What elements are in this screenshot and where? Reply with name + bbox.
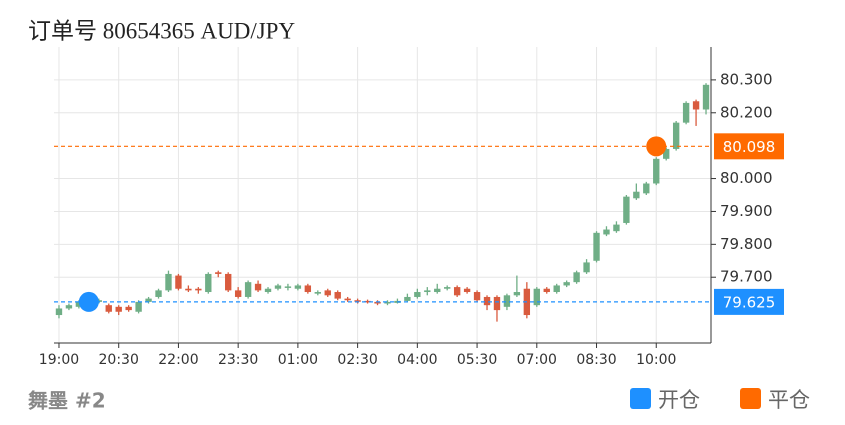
footer: 舞墨 #2 xyxy=(28,389,106,413)
trade-marker xyxy=(646,136,667,157)
candle-body xyxy=(692,101,700,110)
candle-body xyxy=(613,224,620,232)
legend-label: 平仓 xyxy=(768,388,810,412)
trade-marker xyxy=(78,291,99,312)
legend-swatch xyxy=(630,388,651,409)
y-tick-label: 79.900 xyxy=(720,202,773,220)
candle-body xyxy=(553,285,560,293)
candle-body xyxy=(623,196,630,223)
y-tick-label: 80.200 xyxy=(720,103,773,121)
candle-body xyxy=(185,288,192,291)
candle-body xyxy=(175,275,182,289)
candle-body xyxy=(264,288,272,293)
candle-body xyxy=(274,285,282,289)
candle-body xyxy=(424,290,431,293)
candle-body xyxy=(473,292,481,301)
candle-body xyxy=(663,148,670,159)
candle-body xyxy=(234,290,242,297)
candle-body xyxy=(155,290,162,297)
y-tick-label: 80.000 xyxy=(720,169,773,187)
candle-body xyxy=(75,301,83,307)
candle-body xyxy=(304,285,312,293)
candle-body xyxy=(453,287,461,296)
legend-label: 开仓 xyxy=(658,388,700,412)
candle-body xyxy=(115,306,122,312)
candle-body xyxy=(384,301,391,304)
candle-body xyxy=(672,122,680,149)
candle-body xyxy=(563,282,570,286)
y-tick-label: 80.300 xyxy=(720,70,773,88)
candle-body xyxy=(135,301,142,312)
y-tick-label: 79.800 xyxy=(720,235,773,253)
candle-body xyxy=(284,286,292,288)
price-label-box xyxy=(714,288,784,315)
candle-body xyxy=(225,273,232,291)
x-tick-label: 05:30 xyxy=(457,352,497,368)
candle-body xyxy=(463,288,471,293)
x-tick-label: 02:30 xyxy=(337,352,377,368)
candle-body xyxy=(374,301,381,304)
candle-body xyxy=(254,283,262,291)
candle-body xyxy=(434,288,441,293)
candle-body xyxy=(573,272,580,283)
candle-body xyxy=(603,229,610,235)
candle-body xyxy=(653,158,660,184)
candle-body xyxy=(493,296,501,311)
x-tick-label: 19:00 xyxy=(39,352,79,368)
candle-body xyxy=(354,300,361,302)
candle-body xyxy=(364,300,371,303)
candle-body xyxy=(55,308,63,316)
candle-body xyxy=(105,305,112,312)
candle-body xyxy=(314,292,321,294)
candle-body xyxy=(324,290,331,296)
x-tick-label: 10:00 xyxy=(636,352,676,368)
candle-body xyxy=(404,296,411,301)
candle-body xyxy=(503,295,511,307)
candle-body xyxy=(344,298,351,301)
candle-body xyxy=(643,183,650,194)
price-label-box xyxy=(714,133,784,160)
price-label: 80.098 xyxy=(723,138,776,156)
x-tick-label: 04:00 xyxy=(397,352,437,368)
x-tick-label: 22:00 xyxy=(158,352,198,368)
candle-body xyxy=(533,288,540,306)
candle-body xyxy=(682,102,690,123)
candle-body xyxy=(543,288,550,293)
candle-body xyxy=(593,232,600,261)
candle-body xyxy=(414,292,421,297)
candle-body xyxy=(294,285,302,289)
x-tick-label: 23:30 xyxy=(218,352,258,368)
x-tick-label: 01:00 xyxy=(278,352,318,368)
candle-body xyxy=(205,273,212,293)
candle-body xyxy=(65,305,73,309)
candle-body xyxy=(244,282,252,297)
candle-body xyxy=(444,287,451,289)
candle-body xyxy=(165,273,172,291)
candle-body xyxy=(334,292,341,299)
candle-body xyxy=(483,296,491,306)
legend-swatch xyxy=(740,388,761,409)
candle-body xyxy=(215,272,222,274)
chart-title: 订单号 80654365 AUD/JPY xyxy=(28,18,295,43)
candle-body xyxy=(513,292,521,296)
x-tick-label: 08:30 xyxy=(576,352,616,368)
x-tick-label: 20:30 xyxy=(99,352,139,368)
price-label: 79.625 xyxy=(723,293,776,311)
y-tick-label: 79.700 xyxy=(720,268,773,286)
x-tick-label: 07:00 xyxy=(517,352,557,368)
candle-body xyxy=(125,306,132,311)
candle-body xyxy=(195,288,202,291)
candle-body xyxy=(633,191,640,199)
candle-body xyxy=(583,262,590,273)
candle-body xyxy=(145,298,152,302)
candle-body xyxy=(702,84,710,110)
